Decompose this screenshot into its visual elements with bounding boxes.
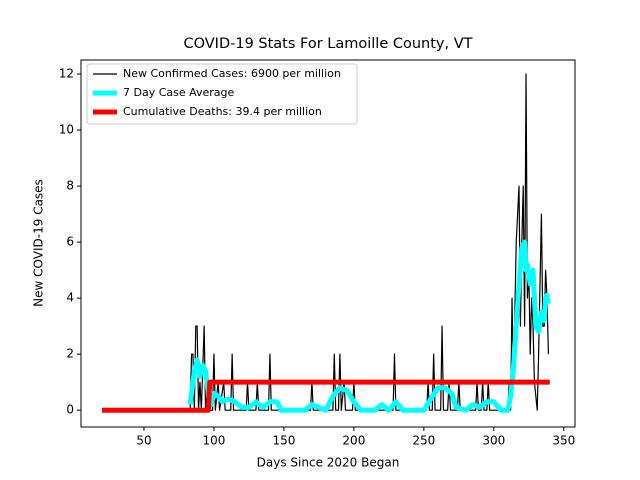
x-tick-label: 100 [202, 434, 225, 448]
y-tick-label: 10 [59, 123, 74, 137]
y-tick-label: 12 [59, 67, 74, 81]
x-tick-label: 250 [412, 434, 435, 448]
legend-label: New Confirmed Cases: 6900 per million [123, 67, 341, 80]
plot-frame [80, 59, 576, 428]
x-axis-label: Days Since 2020 Began [257, 456, 400, 470]
x-tick-label: 350 [552, 434, 575, 448]
y-tick-label: 8 [66, 179, 74, 193]
chart-title: COVID-19 Stats For Lamoille County, VT [183, 36, 472, 52]
y-tick-label: 6 [66, 235, 74, 249]
legend-label: Cumulative Deaths: 39.4 per million [123, 105, 322, 118]
y-tick-label: 4 [66, 291, 74, 305]
y-axis-label: New COVID-19 Cases [32, 179, 46, 307]
x-tick-label: 50 [136, 434, 151, 448]
legend-box [86, 63, 358, 125]
legend-label: 7 Day Case Average [123, 86, 235, 99]
x-tick-label: 150 [272, 434, 295, 448]
x-tick-label: 300 [482, 434, 505, 448]
series-line [187, 239, 551, 413]
x-tick-label: 200 [342, 434, 365, 448]
legend: New Confirmed Cases: 6900 per million 7 D… [86, 63, 358, 125]
y-tick-label: 0 [66, 403, 74, 417]
series-line [101, 379, 550, 413]
y-tick-label: 2 [66, 347, 74, 361]
